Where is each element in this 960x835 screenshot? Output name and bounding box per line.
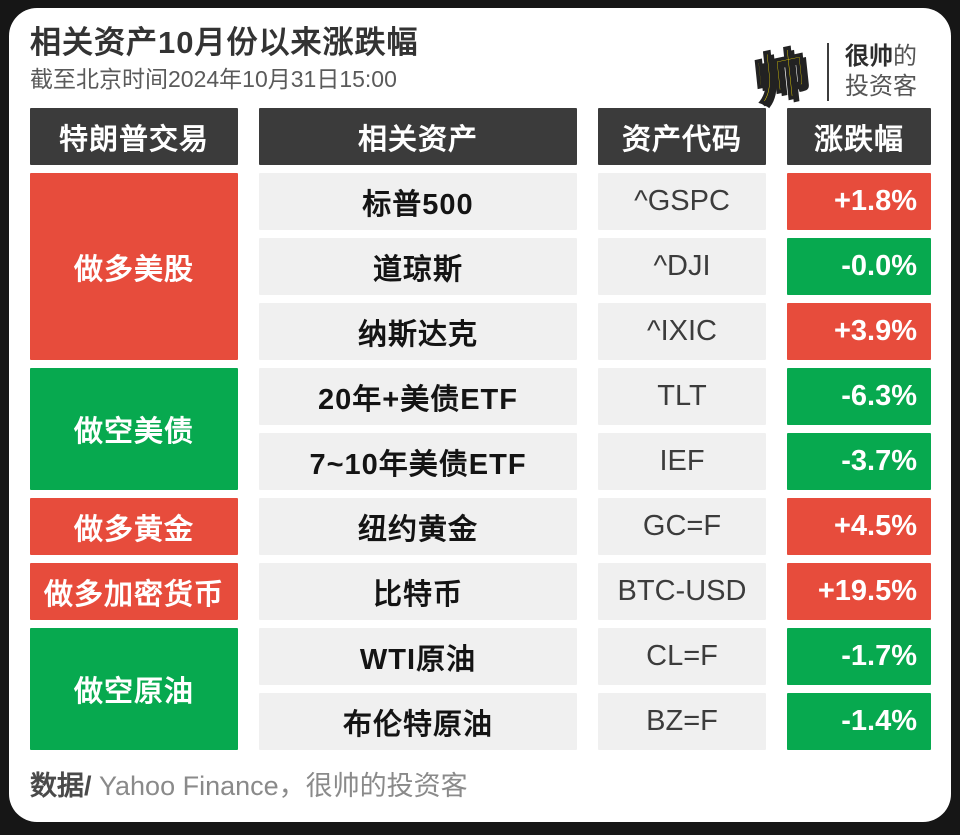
brand-logo: 帅 很帅的 投资客: [750, 32, 917, 114]
brand-name-rest: 的: [893, 42, 917, 70]
asset-name: 比特币: [259, 563, 577, 620]
asset-code: ^DJI: [598, 238, 766, 295]
column-header-asset: 相关资产: [259, 108, 577, 165]
group-short-us-bonds: 做空美债: [30, 368, 238, 490]
asset-change: -6.3%: [787, 368, 931, 425]
data-source-prefix: 数据/: [30, 771, 92, 801]
asset-code: CL=F: [598, 628, 766, 685]
card: 相关资产10月份以来涨跌幅 截至北京时间2024年10月31日15:00 帅 很…: [9, 8, 951, 822]
asset-code: TLT: [598, 368, 766, 425]
asset-code: BZ=F: [598, 693, 766, 750]
asset-name: 7~10年美债ETF: [259, 433, 577, 490]
asset-name: 纳斯达克: [259, 303, 577, 360]
page-subtitle: 截至北京时间2024年10月31日15:00: [30, 66, 397, 92]
asset-change: +19.5%: [787, 563, 931, 620]
group-short-oil: 做空原油: [30, 628, 238, 750]
asset-name: 20年+美债ETF: [259, 368, 577, 425]
asset-change: +3.9%: [787, 303, 931, 360]
asset-change: -0.0%: [787, 238, 931, 295]
group-long-gold: 做多黄金: [30, 498, 238, 555]
asset-code: GC=F: [598, 498, 766, 555]
asset-change: +1.8%: [787, 173, 931, 230]
asset-change: +4.5%: [787, 498, 931, 555]
asset-name: WTI原油: [259, 628, 577, 685]
asset-change: -1.4%: [787, 693, 931, 750]
brand-name: 很帅的 投资客: [845, 42, 917, 102]
asset-code: ^IXIC: [598, 303, 766, 360]
logo-divider: [827, 42, 829, 101]
asset-change: -1.7%: [787, 628, 931, 685]
group-long-us-stocks: 做多美股: [30, 173, 238, 360]
asset-change: -3.7%: [787, 433, 931, 490]
group-long-crypto: 做多加密货币: [30, 563, 238, 620]
asset-name: 标普500: [259, 173, 577, 230]
data-source-text: Yahoo Finance，很帅的投资客: [91, 771, 468, 801]
brand-logo-icon: 帅: [750, 41, 811, 114]
brand-name-line2: 投资客: [845, 72, 917, 100]
page-title: 相关资产10月份以来涨跌幅: [30, 25, 419, 60]
asset-code: ^GSPC: [598, 173, 766, 230]
asset-name: 纽约黄金: [259, 498, 577, 555]
asset-name: 布伦特原油: [259, 693, 577, 750]
column-header-trade: 特朗普交易: [30, 108, 238, 165]
asset-code: BTC-USD: [598, 563, 766, 620]
column-header-change: 涨跌幅: [787, 108, 931, 165]
assets-table: 特朗普交易 相关资产 资产代码 涨跌幅 做多美股 做空美债 做多黄金 做多加密货…: [30, 108, 931, 750]
brand-name-bold: 很帅: [845, 42, 893, 70]
asset-name: 道琼斯: [259, 238, 577, 295]
data-source: 数据/ Yahoo Finance，很帅的投资客: [30, 764, 930, 803]
column-header-code: 资产代码: [598, 108, 766, 165]
asset-code: IEF: [598, 433, 766, 490]
